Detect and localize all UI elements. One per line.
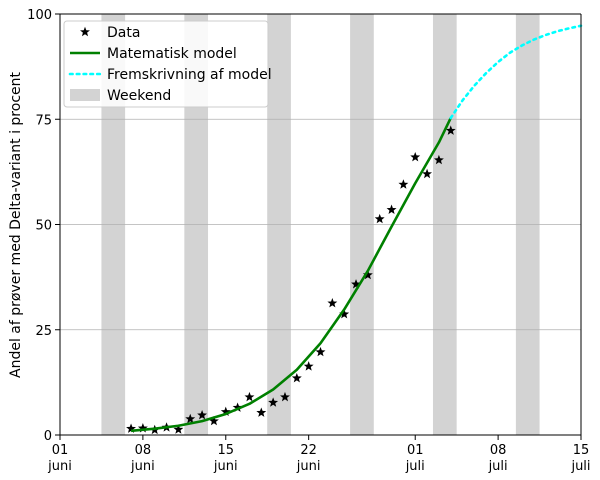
data-point xyxy=(398,179,409,189)
data-point xyxy=(256,407,267,417)
data-point xyxy=(433,154,444,165)
x-tick-label-day: 08 xyxy=(135,443,152,458)
legend-label: Weekend xyxy=(107,88,171,104)
y-tick-label: 25 xyxy=(35,324,52,339)
y-tick-label: 100 xyxy=(27,8,52,23)
data-point xyxy=(291,372,302,383)
x-tick-label-month: juli xyxy=(570,459,590,474)
x-tick-label-day: 01 xyxy=(52,443,69,458)
x-tick-label-month: juni xyxy=(213,459,238,474)
data-point xyxy=(374,213,385,224)
data-point xyxy=(327,298,338,308)
legend-weekend-swatch xyxy=(70,89,100,101)
x-tick-label-day: 22 xyxy=(300,443,317,458)
x-tick-label-day: 15 xyxy=(573,443,590,458)
y-tick-label: 0 xyxy=(44,429,52,444)
legend: Data Matematisk model Fremskrivning af mod… xyxy=(63,20,272,108)
legend-label: Fremskrivning af model xyxy=(107,67,272,83)
x-tick-label-month: juni xyxy=(47,459,72,474)
data-point xyxy=(339,308,350,319)
x-tick-label-month: juli xyxy=(405,459,425,474)
series xyxy=(126,24,583,435)
data-point xyxy=(220,406,231,417)
model-line xyxy=(130,117,452,433)
projection-line xyxy=(449,24,583,120)
data-point xyxy=(303,361,314,371)
data-point xyxy=(410,151,421,162)
data-point xyxy=(185,413,196,424)
data-point xyxy=(315,346,326,357)
data-point xyxy=(137,423,148,433)
x-tick-label-month: juli xyxy=(488,459,508,474)
axes: 025507510001juni08juni15juni22juni01juli… xyxy=(27,8,590,474)
data-point xyxy=(126,423,136,433)
legend-star-marker xyxy=(80,26,90,37)
x-tick-label-day: 08 xyxy=(490,443,507,458)
x-tick-label-day: 01 xyxy=(407,443,424,458)
legend-box xyxy=(63,20,269,108)
data-point xyxy=(351,279,361,289)
x-tick-label-month: juni xyxy=(296,459,321,474)
x-tick-label-month: juni xyxy=(130,459,155,474)
legend-label: Matematisk model xyxy=(107,46,237,62)
data-point xyxy=(268,397,279,407)
legend-label: Data xyxy=(107,25,140,41)
data-point xyxy=(445,125,456,135)
y-tick-label: 75 xyxy=(35,113,52,128)
data-point xyxy=(244,391,255,402)
data-point xyxy=(422,168,433,179)
data-point xyxy=(208,415,219,426)
y-tick-label: 50 xyxy=(35,219,52,234)
y-axis-label: Andel af prøver med Delta-variant i proc… xyxy=(8,71,24,378)
data-point xyxy=(197,410,208,420)
data-point xyxy=(280,391,290,402)
data-point xyxy=(173,424,184,434)
data-point xyxy=(386,204,397,214)
data-point xyxy=(232,402,243,412)
data-point xyxy=(362,269,373,280)
x-tick-label-day: 15 xyxy=(217,443,234,458)
